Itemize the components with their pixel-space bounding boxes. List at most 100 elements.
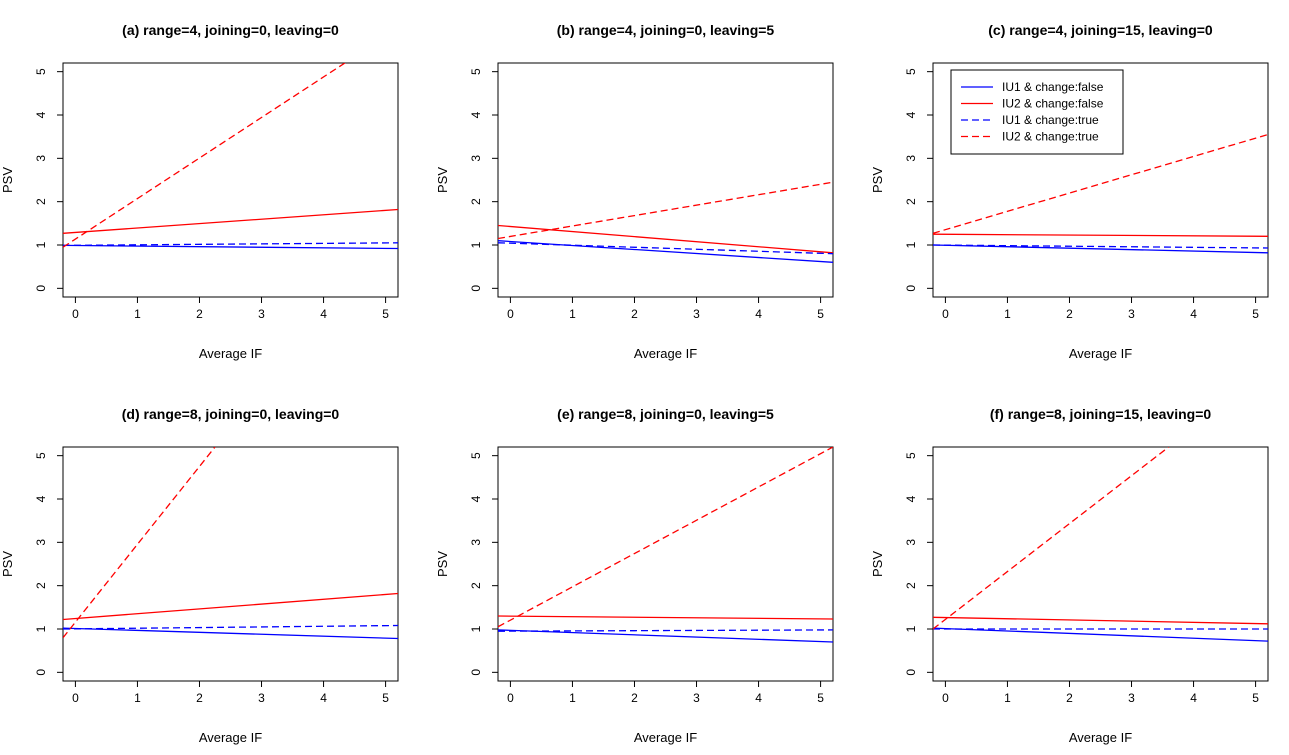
- series-line-iu1-change-false: [63, 627, 398, 640]
- x-tick-label: 3: [258, 691, 265, 705]
- x-tick-label: 0: [507, 307, 514, 321]
- series-group: [498, 447, 833, 643]
- series-line-iu1-change-true: [63, 624, 398, 630]
- series-line-iu1-change-true: [63, 242, 398, 247]
- x-tick-label: 4: [320, 307, 327, 321]
- x-tick-label: 5: [1252, 691, 1259, 705]
- plot-frame: [62, 446, 399, 682]
- x-tick-label: 5: [382, 307, 389, 321]
- y-axis-label: PSV: [870, 167, 885, 193]
- series-line-iu2-change-true: [498, 447, 833, 628]
- series-line-iu2-change-false: [933, 616, 1268, 625]
- x-axis-label: Average IF: [199, 730, 262, 745]
- y-tick-label: 1: [34, 625, 48, 632]
- x-tick-label: 1: [569, 307, 576, 321]
- y-tick-label: 5: [469, 452, 483, 459]
- x-tick-label: 0: [72, 307, 79, 321]
- legend: IU1 & change:false IU2 & change:false IU1 …: [950, 69, 1124, 155]
- x-tick-label: 4: [755, 307, 762, 321]
- y-tick-label: 5: [34, 452, 48, 459]
- y-axis-label: PSV: [870, 551, 885, 577]
- legend-box: [950, 69, 1124, 155]
- y-tick-label: 2: [904, 582, 918, 589]
- y-tick-label: 4: [469, 495, 483, 502]
- x-axis-label: Average IF: [199, 346, 262, 361]
- x-tick-label: 1: [569, 691, 576, 705]
- x-axis-label: Average IF: [1069, 730, 1132, 745]
- plot-frame: [932, 62, 1269, 298]
- y-tick-label: 5: [904, 68, 918, 75]
- series-line-iu2-change-false: [933, 233, 1268, 237]
- x-tick-label: 0: [942, 691, 949, 705]
- y-tick-label: 2: [904, 198, 918, 205]
- x-tick-label: 2: [631, 691, 638, 705]
- x-tick-label: 4: [320, 691, 327, 705]
- chart-panel-1: (a) range=4, joining=0, leaving=0 0 1 2 3 4 5 0…: [0, 22, 399, 361]
- chart-panel-2: (b) range=4, joining=0, leaving=5 0 1 2 3 4 5 0…: [435, 22, 834, 361]
- y-tick-label: 1: [904, 625, 918, 632]
- chart-panel-3: (c) range=4, joining=15, leaving=0 0 1 2 3 4 5…: [870, 22, 1269, 361]
- y-tick-label: 0: [904, 285, 918, 292]
- x-tick-label: 1: [1004, 691, 1011, 705]
- plot-frame: [932, 446, 1269, 682]
- series-group: [63, 63, 398, 250]
- chart-title: (c) range=4, joining=15, leaving=0: [988, 22, 1213, 38]
- y-tick-label: 1: [34, 241, 48, 248]
- x-tick-label: 2: [196, 307, 203, 321]
- x-tick-label: 2: [1066, 307, 1073, 321]
- series-line-iu2-change-false: [498, 224, 833, 254]
- x-tick-label: 5: [817, 307, 824, 321]
- x-tick-label: 3: [258, 307, 265, 321]
- x-tick-label: 5: [382, 691, 389, 705]
- y-tick-label: 2: [469, 582, 483, 589]
- series-line-iu2-change-true: [933, 447, 1170, 630]
- x-tick-label: 3: [1128, 691, 1135, 705]
- y-tick-label: 1: [469, 241, 483, 248]
- y-tick-label: 4: [34, 495, 48, 502]
- x-tick-label: 4: [755, 691, 762, 705]
- chart-title: (e) range=8, joining=0, leaving=5: [557, 406, 774, 422]
- series-line-iu2-change-false: [63, 592, 398, 621]
- chart-panel-4: (d) range=8, joining=0, leaving=0 0 1 2 3 4 5 0…: [0, 406, 399, 745]
- y-tick-label: 2: [34, 582, 48, 589]
- y-tick-label: 0: [34, 669, 48, 676]
- y-tick-label: 0: [904, 669, 918, 676]
- series-line-iu2-change-false: [63, 208, 398, 234]
- chart-title: (a) range=4, joining=0, leaving=0: [122, 22, 339, 38]
- series-line-iu1-change-true: [498, 242, 833, 255]
- y-tick-label: 3: [904, 155, 918, 162]
- x-axis-label: Average IF: [634, 346, 697, 361]
- y-tick-label: 2: [469, 198, 483, 205]
- legend-entry: IU2 & change:true: [1002, 130, 1099, 144]
- x-tick-label: 2: [196, 691, 203, 705]
- x-tick-label: 3: [693, 307, 700, 321]
- x-tick-label: 2: [1066, 691, 1073, 705]
- chart-title: (f) range=8, joining=15, leaving=0: [990, 406, 1212, 422]
- y-tick-label: 3: [469, 539, 483, 546]
- x-tick-label: 1: [134, 691, 141, 705]
- series-line-iu1-change-true: [933, 244, 1268, 249]
- x-tick-label: 3: [693, 691, 700, 705]
- y-tick-label: 2: [34, 198, 48, 205]
- y-tick-label: 5: [904, 452, 918, 459]
- x-tick-label: 5: [1252, 307, 1259, 321]
- chart-panel-5: (e) range=8, joining=0, leaving=5 0 1 2 3 4 5 0…: [435, 406, 834, 745]
- y-tick-label: 0: [469, 669, 483, 676]
- y-tick-label: 1: [904, 241, 918, 248]
- series-line-iu2-change-true: [498, 181, 833, 240]
- x-tick-label: 3: [1128, 307, 1135, 321]
- x-tick-label: 2: [631, 307, 638, 321]
- x-tick-label: 4: [1190, 307, 1197, 321]
- series-line-iu1-change-false: [498, 629, 833, 643]
- y-tick-label: 1: [469, 625, 483, 632]
- series-line-iu2-change-true: [933, 133, 1268, 234]
- y-tick-label: 3: [34, 539, 48, 546]
- series-line-iu1-change-false: [933, 244, 1268, 254]
- y-axis-label: PSV: [435, 167, 450, 193]
- y-tick-label: 5: [469, 68, 483, 75]
- x-tick-label: 1: [1004, 307, 1011, 321]
- series-line-iu1-change-false: [933, 627, 1268, 642]
- y-tick-label: 4: [34, 111, 48, 118]
- series-line-iu2-change-true: [63, 63, 347, 248]
